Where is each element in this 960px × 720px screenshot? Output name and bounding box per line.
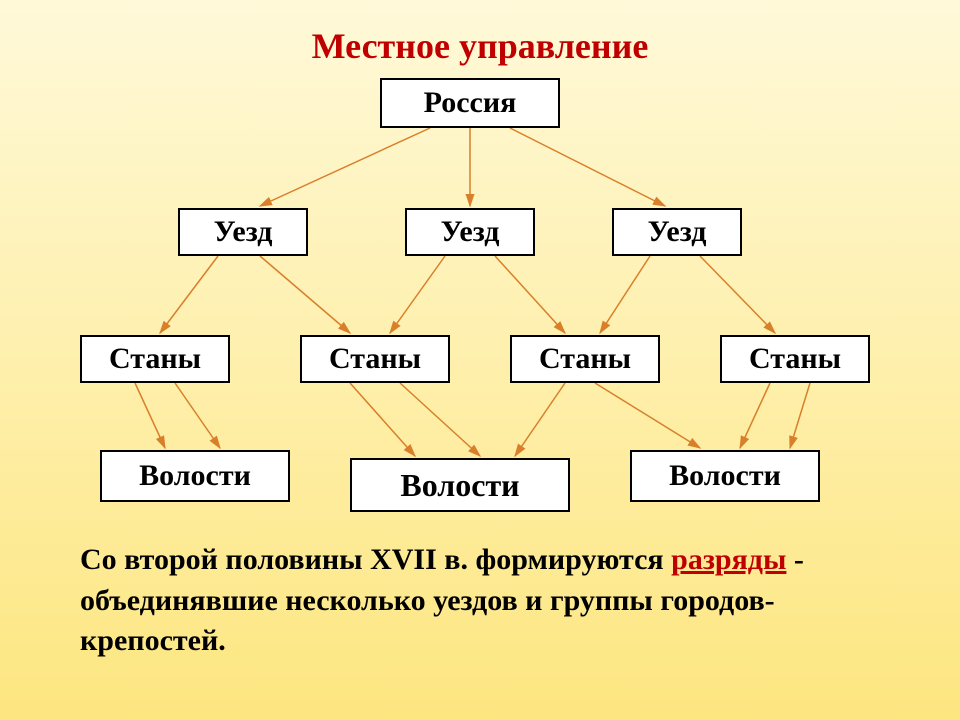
node-uezd: Уезд [612,208,742,256]
node-volost: Волости [100,450,290,502]
caption-paragraph: Со второй половины XVII в. формируются р… [80,540,890,662]
node-volost: Волости [630,450,820,502]
node-stan: Станы [80,335,230,383]
node-label: Волости [139,459,251,493]
node-volost: Волости [350,458,570,512]
node-uezd: Уезд [405,208,535,256]
node-label: Волости [669,459,781,493]
node-label: Станы [749,342,841,376]
node-stan: Станы [300,335,450,383]
node-uezd: Уезд [178,208,308,256]
node-label: Уезд [648,215,707,249]
node-label: Уезд [214,215,273,249]
node-label: Россия [424,86,517,120]
page-title: Местное управление [0,25,960,67]
node-label: Станы [539,342,631,376]
caption-pre: Со второй половины XVII в. формируются [80,543,671,576]
node-label: Волости [400,467,519,504]
node-stan: Станы [510,335,660,383]
node-stan: Станы [720,335,870,383]
node-label: Уезд [441,215,500,249]
node-label: Станы [329,342,421,376]
node-russia: Россия [380,78,560,128]
caption-highlight: разряды [671,543,786,576]
node-label: Станы [109,342,201,376]
